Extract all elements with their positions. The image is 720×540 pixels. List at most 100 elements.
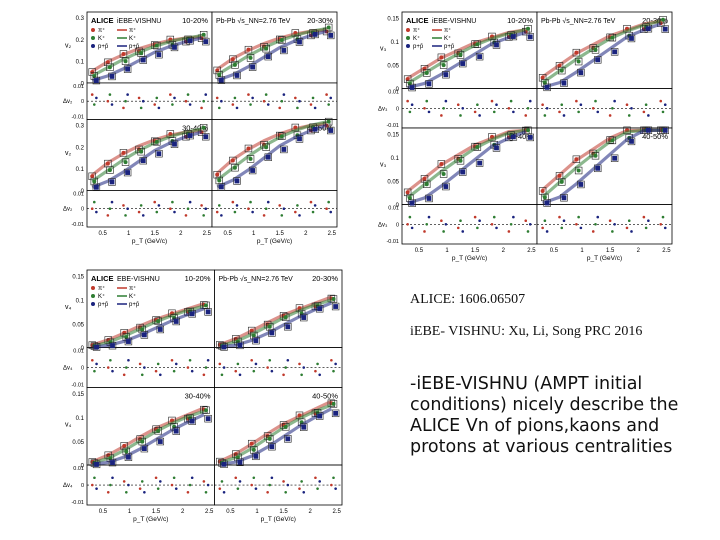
data-point-proton <box>189 418 195 424</box>
ratio-point-pion <box>184 99 188 103</box>
ratio-point-pion <box>456 103 460 106</box>
data-point-pion <box>249 441 254 446</box>
data-point-kaon <box>441 63 446 68</box>
data-point-kaon <box>559 68 564 73</box>
ratio-point-kaon <box>202 99 205 103</box>
ratio-point-pion <box>507 106 511 110</box>
ratio-point-proton <box>206 483 210 487</box>
data-point-proton <box>477 54 483 60</box>
data-point-kaon <box>201 125 206 130</box>
ratio-point-kaon <box>236 362 240 366</box>
data-point-proton <box>477 160 483 166</box>
ratio-point-pion <box>524 114 528 117</box>
ratio-point-kaon <box>611 230 614 233</box>
ratio-point-kaon <box>186 93 190 96</box>
ratio-point-kaon <box>220 480 224 483</box>
systematic-box <box>108 458 117 467</box>
x-tick-label: 2 <box>304 231 308 237</box>
ratio-point-proton <box>95 210 98 214</box>
data-point-proton <box>94 461 99 467</box>
systematic-box <box>594 56 602 64</box>
model-label: EBE-VISHNU <box>117 276 160 283</box>
ratio-point-pion <box>154 476 158 480</box>
systematic-box <box>456 157 465 165</box>
systematic-box <box>280 46 288 55</box>
systematic-box <box>104 159 112 168</box>
data-point-proton <box>187 38 193 44</box>
ratio-point-proton <box>427 215 431 219</box>
ratio-point-pion <box>659 99 663 103</box>
legend-label-data: K⁺ <box>98 293 105 300</box>
data-point-proton <box>125 66 131 72</box>
ratio-point-proton <box>206 358 210 362</box>
system-label: Pb-Pb √s_NN=2.76 TeV <box>541 17 616 25</box>
model-label: iEBE-VISHNU <box>117 18 161 25</box>
ratio-tick-label: 0.01 <box>388 206 399 212</box>
ratio-point-pion <box>591 230 595 233</box>
ratio-point-kaon <box>316 362 319 366</box>
ratio-tick-label: -0.01 <box>386 123 399 129</box>
systematic-box <box>244 144 253 153</box>
ratio-point-kaon <box>188 358 192 362</box>
y-axis-label: v₃ <box>380 161 387 168</box>
ratio-point-proton <box>127 358 130 362</box>
ratio-point-kaon <box>476 226 479 230</box>
ratio-point-pion <box>294 96 297 100</box>
ratio-point-kaon <box>560 103 564 106</box>
data-point-pion <box>439 55 444 60</box>
data-point-kaon <box>156 428 161 433</box>
y-tick-label: 0.15 <box>72 392 84 398</box>
systematic-box <box>509 32 518 41</box>
ratio-point-kaon <box>108 207 112 211</box>
data-point-proton <box>110 343 115 349</box>
legend-label-model: K⁺ <box>129 35 136 42</box>
ratio-point-pion <box>642 215 646 219</box>
x-tick-label: 1 <box>580 248 584 254</box>
legend-marker-kaon <box>91 36 95 40</box>
data-point-kaon <box>251 447 256 452</box>
y-tick-label: 0.1 <box>76 298 85 304</box>
data-point-kaon <box>279 37 284 42</box>
centrality-label: 40-50% <box>312 392 338 401</box>
ratio-point-kaon <box>93 476 96 480</box>
ratio-point-proton <box>562 114 566 117</box>
ratio-point-proton <box>329 96 333 100</box>
data-point-kaon <box>283 424 288 429</box>
data-point-proton <box>157 439 163 444</box>
data-point-proton <box>172 141 177 147</box>
data-point-kaon <box>661 17 665 22</box>
ratio-point-kaon <box>459 219 462 222</box>
systematic-box <box>140 444 149 453</box>
ratio-point-kaon <box>93 369 96 373</box>
ratio-point-kaon <box>492 110 496 114</box>
systematic-box <box>266 323 274 331</box>
ratio-point-proton <box>238 480 242 483</box>
data-point-kaon <box>264 46 269 51</box>
v3-plot: 10-20%00.050.10.150.010-0.01v₃Δv₃20-30%3… <box>378 11 673 262</box>
data-point-kaon <box>204 408 208 413</box>
ratio-point-pion <box>423 106 426 110</box>
data-point-proton <box>221 344 227 350</box>
ratio-point-pion <box>440 219 443 222</box>
ratio-point-kaon <box>492 215 496 219</box>
ratio-point-proton <box>110 103 114 106</box>
data-point-proton <box>544 84 550 90</box>
x-tick-label: 1.5 <box>151 231 160 237</box>
ratio-point-pion <box>575 99 578 103</box>
legend-label-data: π⁺ <box>98 285 105 292</box>
y-tick-label: 0.05 <box>72 322 84 328</box>
x-axis-label: p_T (GeV/c) <box>587 255 622 262</box>
model-label: iEBE-VISHNU <box>432 18 476 25</box>
data-point-kaon <box>154 139 159 144</box>
ratio-point-pion <box>423 230 426 233</box>
y-axis-label: v₃ <box>380 45 387 52</box>
x-tick-label: 1.5 <box>152 509 161 515</box>
ratio-point-proton <box>110 200 114 204</box>
ratio-point-proton <box>188 103 192 106</box>
systematic-box <box>543 83 551 92</box>
ratio-point-kaon <box>543 114 547 117</box>
systematic-box <box>284 435 292 443</box>
ratio-point-kaon <box>204 490 208 494</box>
data-point-proton <box>125 170 131 175</box>
legend-marker-pion <box>91 286 95 290</box>
